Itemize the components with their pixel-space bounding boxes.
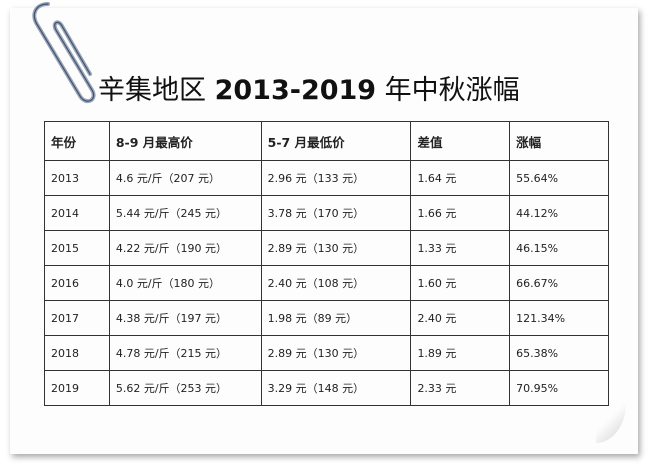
- cell-difference: 1.66 元: [410, 195, 511, 231]
- table-row: 2018 4.78 元/斤（215 元） 2.89 元（130 元） 1.89 …: [44, 335, 609, 371]
- cell-increase: 44.12%: [509, 195, 609, 231]
- cell-increase: 121.34%: [509, 300, 609, 336]
- cell-difference: 2.40 元: [410, 300, 511, 336]
- cell-increase: 70.95%: [509, 370, 609, 406]
- cell-high-price: 5.44 元/斤（245 元）: [108, 195, 262, 231]
- cell-increase: 55.64%: [509, 160, 609, 196]
- cell-difference: 1.89 元: [410, 335, 511, 371]
- cell-year: 2013: [44, 160, 110, 196]
- table-row: 2013 4.6 元/斤（207 元） 2.96 元（133 元） 1.64 元…: [44, 160, 609, 196]
- page-title: 辛集地区 2013-2019 年中秋涨幅: [98, 68, 520, 108]
- price-table: 年份 8-9 月最高价 5-7 月最低价 差值 涨幅 2013 4.6 元/斤（…: [44, 121, 609, 406]
- table-row: 2015 4.22 元/斤（190 元） 2.89 元（130 元） 1.33 …: [44, 230, 609, 266]
- cell-high-price: 5.62 元/斤（253 元）: [108, 370, 262, 406]
- table-row: 2016 4.0 元/斤（180 元） 2.40 元（108 元） 1.60 元…: [44, 265, 609, 301]
- title-suffix: 年中秋涨幅: [376, 75, 520, 106]
- title-years: 2013-2019: [214, 75, 377, 106]
- cell-year: 2017: [44, 300, 110, 336]
- cell-difference: 1.33 元: [410, 230, 511, 266]
- cell-increase: 66.67%: [509, 265, 609, 301]
- page-curl-shadow: [596, 403, 626, 443]
- paperclip-icon: [32, 2, 96, 104]
- header-year: 年份: [44, 121, 110, 161]
- cell-low-price: 2.96 元（133 元）: [260, 160, 412, 196]
- cell-high-price: 4.78 元/斤（215 元）: [108, 335, 262, 371]
- cell-year: 2018: [44, 335, 110, 371]
- title-prefix: 辛集地区: [98, 75, 215, 106]
- cell-year: 2015: [44, 230, 110, 266]
- header-difference: 差值: [410, 121, 511, 161]
- cell-high-price: 4.6 元/斤（207 元）: [108, 160, 262, 196]
- cell-high-price: 4.22 元/斤（190 元）: [108, 230, 262, 266]
- cell-low-price: 2.89 元（130 元）: [260, 335, 412, 371]
- cell-low-price: 3.78 元（170 元）: [260, 195, 412, 231]
- cell-low-price: 3.29 元（148 元）: [260, 370, 412, 406]
- table-row: 2014 5.44 元/斤（245 元） 3.78 元（170 元） 1.66 …: [44, 195, 609, 231]
- header-increase: 涨幅: [509, 121, 609, 161]
- cell-low-price: 2.89 元（130 元）: [260, 230, 412, 266]
- cell-high-price: 4.0 元/斤（180 元）: [108, 265, 262, 301]
- cell-year: 2019: [44, 370, 110, 406]
- cell-difference: 2.33 元: [410, 370, 511, 406]
- header-low-price: 5-7 月最低价: [260, 121, 412, 161]
- cell-increase: 46.15%: [509, 230, 609, 266]
- header-high-price: 8-9 月最高价: [108, 121, 262, 161]
- cell-high-price: 4.38 元/斤（197 元）: [108, 300, 262, 336]
- cell-year: 2016: [44, 265, 110, 301]
- table-row: 2019 5.62 元/斤（253 元） 3.29 元（148 元） 2.33 …: [44, 370, 609, 406]
- table-row: 2017 4.38 元/斤（197 元） 1.98 元（89 元） 2.40 元…: [44, 300, 609, 336]
- cell-low-price: 2.40 元（108 元）: [260, 265, 412, 301]
- cell-increase: 65.38%: [509, 335, 609, 371]
- cell-difference: 1.60 元: [410, 265, 511, 301]
- cell-year: 2014: [44, 195, 110, 231]
- cell-difference: 1.64 元: [410, 160, 511, 196]
- cell-low-price: 1.98 元（89 元）: [260, 300, 412, 336]
- table-header-row: 年份 8-9 月最高价 5-7 月最低价 差值 涨幅: [44, 121, 609, 161]
